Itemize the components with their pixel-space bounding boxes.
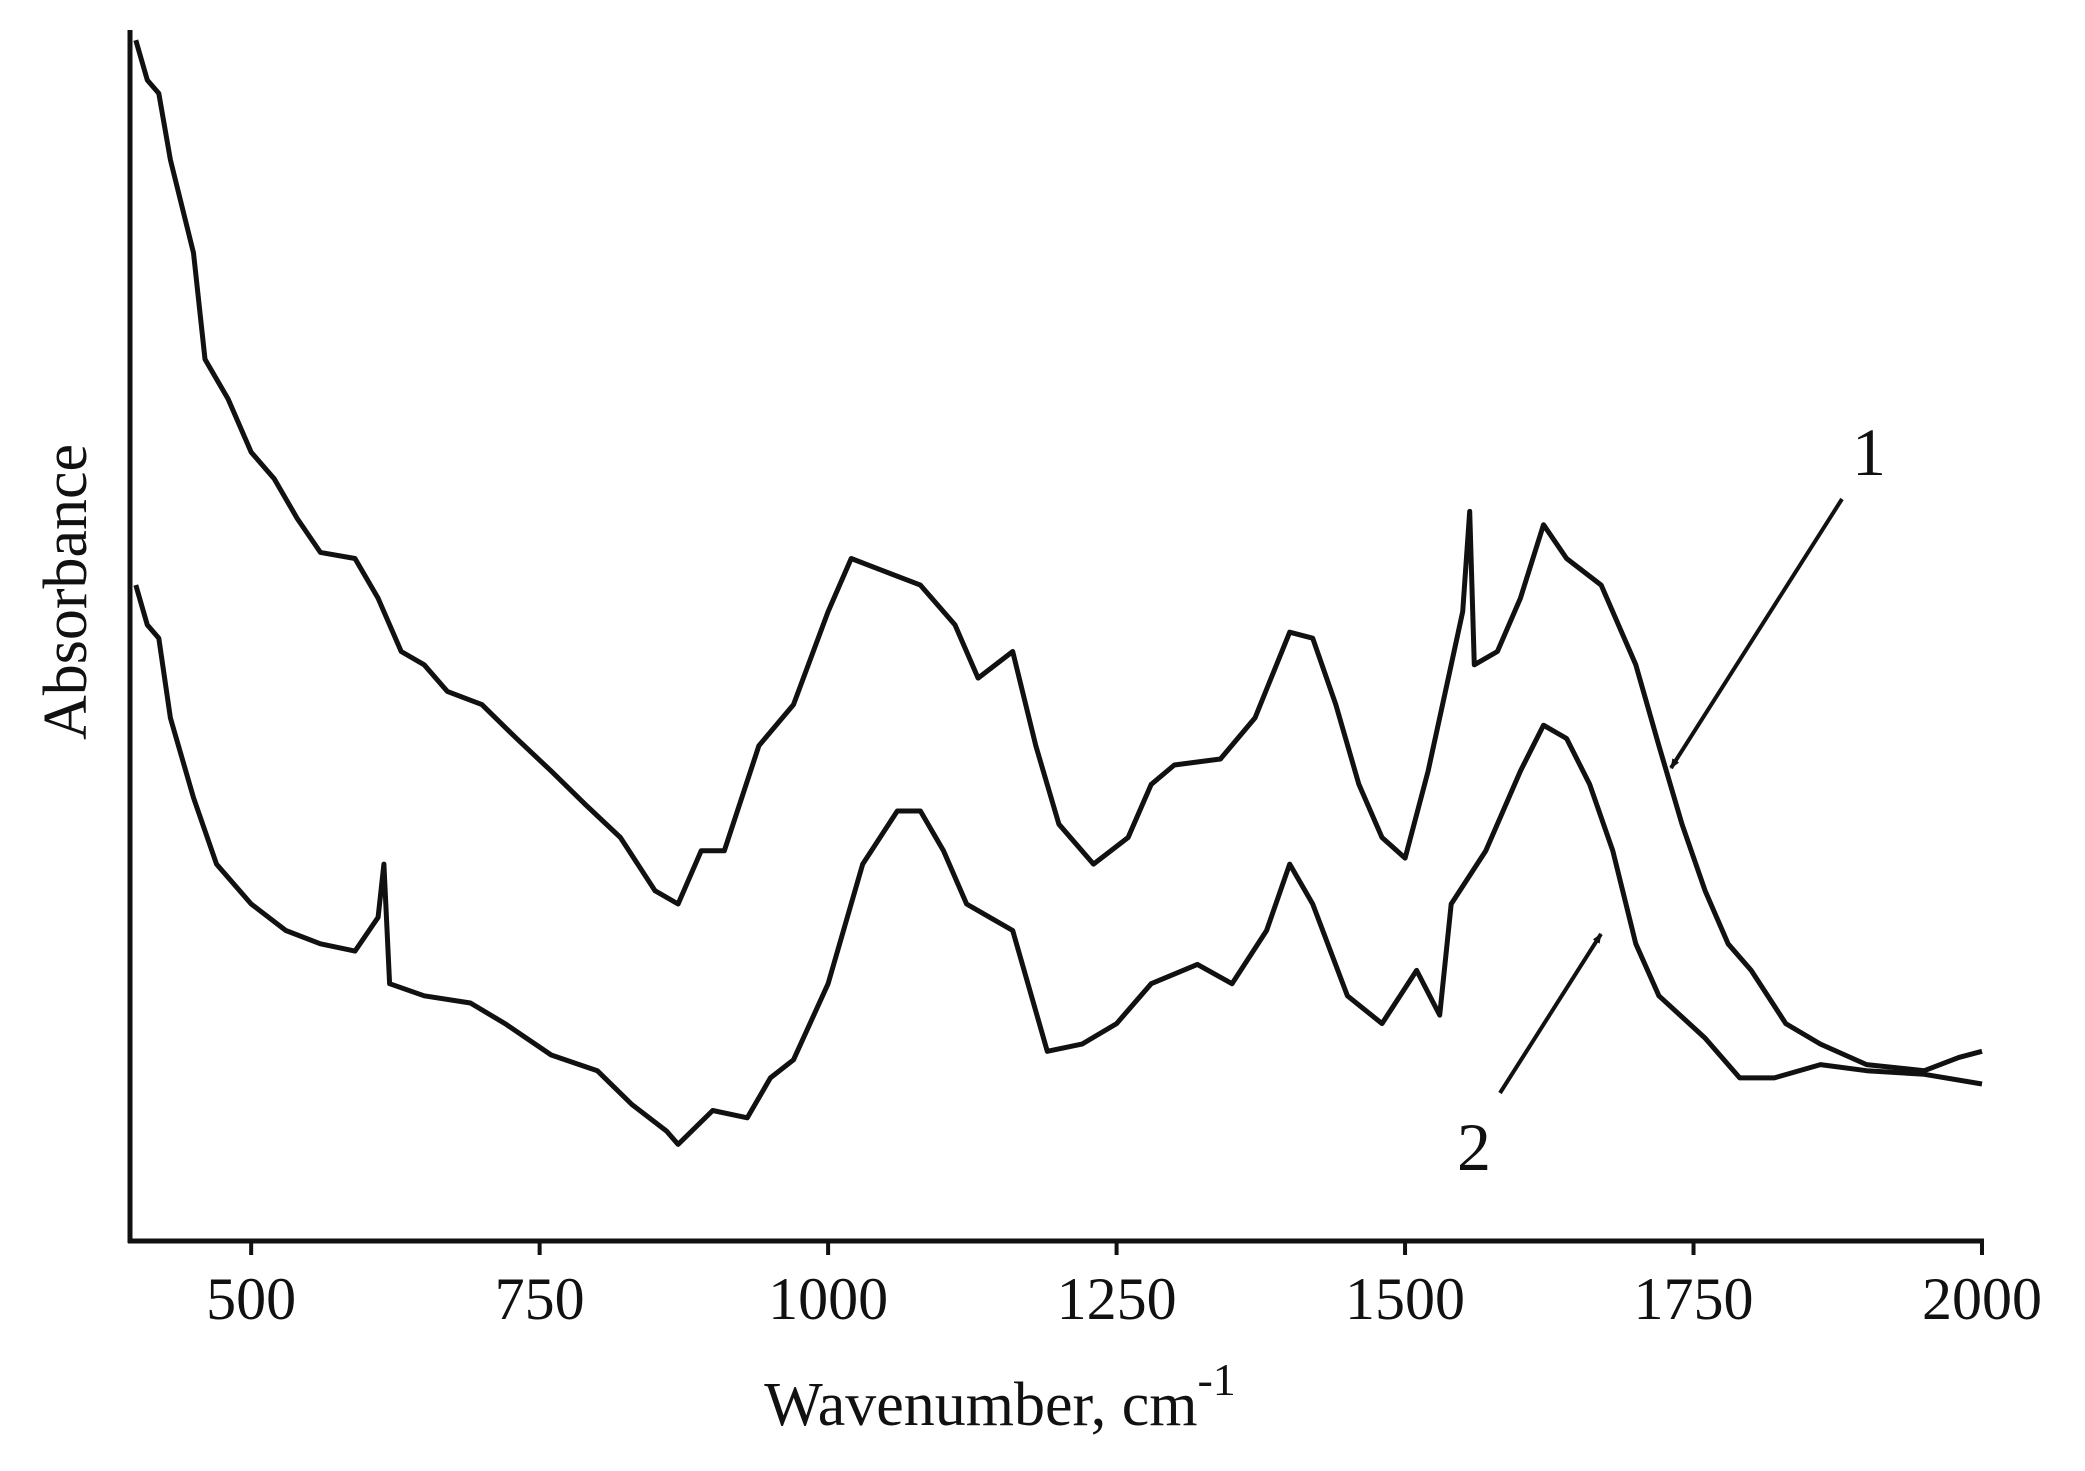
- x-tick-label: 1000: [768, 1266, 888, 1332]
- annotation-arrow: [1669, 497, 1844, 770]
- x-tick-label: 1750: [1634, 1266, 1754, 1332]
- annotation: 1: [1852, 414, 1886, 490]
- x-tick-label: 500: [206, 1266, 296, 1332]
- annotation-arrow: [1498, 932, 1603, 1095]
- x-tick-label: 2000: [1922, 1266, 2042, 1332]
- x-axis-label-sup: -1: [1197, 1354, 1235, 1405]
- x-tick-label: 1500: [1345, 1266, 1465, 1332]
- series-line: [133, 39, 1983, 1074]
- series-line: [133, 584, 1983, 1147]
- x-tick-label: 1250: [1057, 1266, 1177, 1332]
- x-tick-label: 750: [495, 1266, 585, 1332]
- y-axis-label: Absorbance: [32, 444, 100, 740]
- annotation: 2: [1457, 1109, 1491, 1185]
- x-axis-label-text: Wavenumber, cm: [764, 1371, 1197, 1439]
- x-axis-label: Wavenumber, cm-1: [764, 1354, 1236, 1439]
